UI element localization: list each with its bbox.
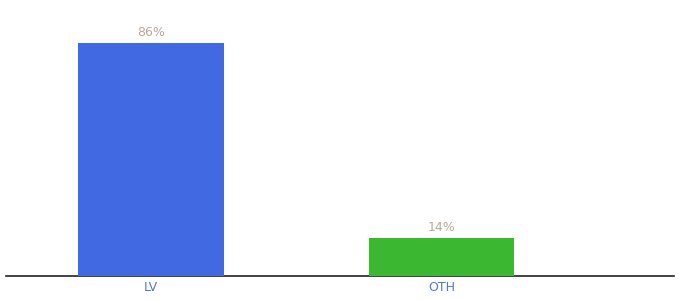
Text: 86%: 86% <box>137 26 165 39</box>
Bar <box>78 44 224 276</box>
Bar <box>369 238 515 276</box>
Text: 14%: 14% <box>428 221 456 234</box>
